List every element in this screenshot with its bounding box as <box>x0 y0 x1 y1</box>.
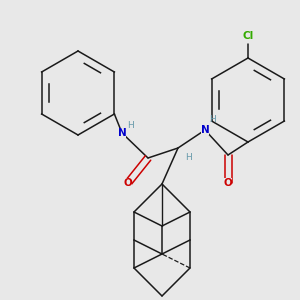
Text: H: H <box>208 116 215 124</box>
Text: O: O <box>124 178 132 188</box>
Text: Cl: Cl <box>242 31 253 41</box>
Text: N: N <box>118 128 126 138</box>
Text: H: H <box>128 122 134 130</box>
Text: O: O <box>224 178 232 188</box>
Text: H: H <box>184 154 191 163</box>
Text: N: N <box>201 125 209 135</box>
